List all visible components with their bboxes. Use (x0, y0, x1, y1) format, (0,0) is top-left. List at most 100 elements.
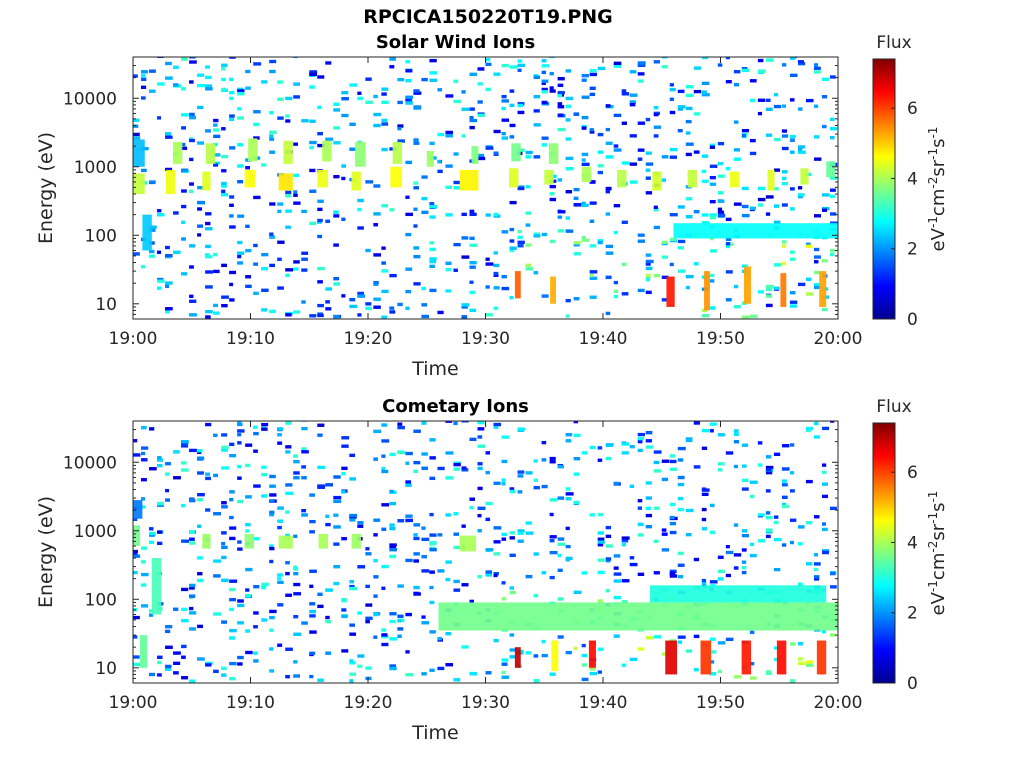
heatmap-speckle (381, 642, 389, 647)
heatmap-speckle (605, 544, 613, 548)
heatmap-cell (665, 640, 678, 675)
heatmap-speckle (301, 257, 308, 261)
heatmap-speckle (157, 463, 163, 468)
heatmap-speckle (389, 501, 397, 506)
heatmap-speckle (301, 119, 309, 123)
heatmap-cell (351, 533, 361, 549)
heatmap-speckle (285, 483, 293, 487)
heatmap-speckle (173, 450, 180, 454)
heatmap-speckle (589, 667, 596, 671)
heatmap-speckle (221, 541, 226, 546)
heatmap-speckle (541, 653, 548, 658)
heatmap-speckle (549, 498, 558, 502)
heatmap-speckle (237, 116, 244, 120)
heatmap-speckle (789, 57, 796, 60)
heatmap-speckle (429, 533, 437, 537)
heatmap-speckle (581, 653, 588, 658)
heatmap-speckle (413, 246, 420, 250)
heatmap-cell (704, 271, 710, 311)
heatmap-speckle (485, 501, 493, 506)
heatmap-speckle (285, 445, 292, 449)
heatmap-speckle (309, 70, 318, 74)
heatmap-speckle (381, 634, 389, 639)
heatmap-speckle (157, 673, 162, 677)
heatmap-speckle (581, 162, 590, 167)
heatmap-cell (133, 525, 141, 546)
heatmap-speckle (133, 662, 141, 667)
heatmap-speckle (717, 174, 725, 178)
heatmap-speckle (749, 676, 757, 680)
heatmap-speckle (565, 314, 570, 318)
heatmap-speckle (389, 526, 396, 531)
heatmap-speckle (629, 102, 636, 107)
heatmap-speckle (445, 267, 452, 272)
heatmap-speckle (621, 442, 629, 446)
heatmap-speckle (805, 428, 811, 433)
heatmap-speckle (581, 95, 590, 99)
heatmap-speckle (525, 267, 534, 271)
heatmap-speckle (493, 273, 499, 277)
heatmap-speckle (645, 151, 652, 155)
heatmap-speckle (525, 471, 533, 475)
heatmap-cell (392, 141, 403, 164)
heatmap-speckle (165, 167, 173, 172)
heatmap-speckle (133, 74, 138, 78)
heatmap-speckle (549, 239, 556, 244)
heatmap-speckle (821, 124, 827, 129)
heatmap-speckle (277, 97, 284, 101)
heatmap-speckle (805, 520, 813, 525)
heatmap-speckle (309, 519, 316, 524)
heatmap-speckle (773, 220, 781, 225)
heatmap-speckle (773, 520, 779, 525)
heatmap-speckle (573, 433, 581, 438)
heatmap-speckle (349, 83, 358, 87)
heatmap-speckle (341, 598, 347, 603)
heatmap-speckle (669, 87, 676, 92)
heatmap-speckle (269, 309, 276, 314)
heatmap-speckle (813, 577, 820, 581)
heatmap-speckle (549, 575, 555, 580)
heatmap-speckle (245, 224, 250, 229)
heatmap-speckle (813, 214, 822, 218)
heatmap-speckle (461, 255, 470, 259)
heatmap-speckle (181, 189, 187, 193)
heatmap-speckle (757, 197, 766, 202)
heatmap-speckle (541, 64, 550, 68)
heatmap-speckle (285, 194, 292, 198)
heatmap-speckle (213, 153, 221, 157)
heatmap-speckle (493, 526, 502, 530)
heatmap-speckle (237, 254, 242, 259)
heatmap-speckle (613, 572, 622, 576)
heatmap-speckle (453, 242, 461, 247)
heatmap-speckle (237, 92, 245, 96)
heatmap-speckle (405, 95, 414, 99)
heatmap-speckle (253, 62, 262, 66)
heatmap-speckle (469, 308, 477, 313)
heatmap-speckle (429, 201, 435, 206)
heatmap-speckle (621, 89, 627, 93)
heatmap-speckle (741, 133, 746, 138)
heatmap-speckle (189, 299, 197, 303)
heatmap-speckle (821, 208, 828, 212)
heatmap-speckle (637, 432, 645, 437)
heatmap-speckle (605, 251, 614, 255)
heatmap-speckle (605, 244, 614, 249)
heatmap-cell (459, 535, 477, 552)
heatmap-speckle (197, 624, 204, 629)
heatmap-speckle (277, 240, 285, 244)
heatmap-speckle (477, 466, 483, 471)
heatmap-speckle (573, 112, 580, 116)
y-tick-label: 10000 (63, 453, 117, 473)
heatmap-speckle (477, 153, 485, 158)
heatmap-speckle (397, 124, 404, 128)
heatmap-speckle (565, 190, 573, 194)
heatmap-speckle (653, 506, 660, 510)
heatmap-speckle (669, 237, 677, 242)
heatmap-speckle (613, 203, 621, 208)
heatmap-speckle (317, 75, 325, 79)
heatmap-speckle (445, 130, 454, 135)
heatmap-cell (729, 171, 740, 188)
heatmap-speckle (309, 493, 315, 497)
heatmap-speckle (829, 248, 836, 253)
heatmap-speckle (269, 499, 275, 503)
